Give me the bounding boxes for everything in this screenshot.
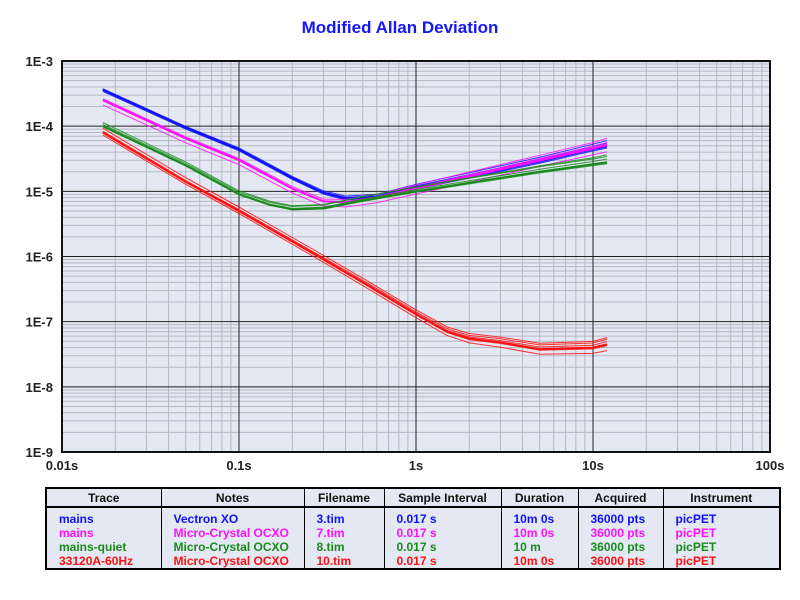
table-cell: 10.tim (304, 554, 385, 568)
series-line-3-run-2 (102, 132, 608, 351)
series-line-0-run-2 (102, 89, 608, 200)
table-cell: 10m 0s (501, 507, 579, 526)
table-row: mains Vectron XO 3.tim 0.017 s 10m 0s 36000 p… (47, 507, 779, 526)
y-tick-label: 1E-5 (26, 184, 53, 199)
table-cell: 36000 pts (578, 554, 664, 568)
x-tick-label: 0.1s (226, 458, 251, 473)
series-line-2-run-4 (102, 122, 608, 207)
table-cell: picPET (675, 526, 717, 540)
table-cell: 33120A-60Hz (47, 554, 162, 568)
table-cell: picPET (675, 512, 717, 526)
table-row: 33120A-60Hz Micro-Crystal OCXO 10.tim 0.017… (47, 554, 779, 568)
plot-area: 0.01s 0.1s 1s 10s 100s 1E-3 1E-4 1E-5 1E-6 1E-7 1E… (26, 54, 785, 473)
table-cell: mains (47, 507, 162, 526)
series-line-3-run-3 (102, 130, 608, 346)
x-tick-label: 10s (582, 458, 604, 473)
table-cell: 10 m (501, 540, 579, 554)
series-line-0-run-3 (102, 88, 608, 197)
table-cell: picPET (675, 540, 717, 554)
table-cell: Micro-Crystal OCXO (161, 540, 305, 554)
column-header: Notes (161, 489, 305, 508)
column-header: Instrument (663, 489, 779, 508)
y-tick-label: 1E-7 (26, 315, 53, 330)
table-cell: 8.tim (304, 540, 385, 554)
table-cell: 36000 pts (578, 526, 664, 540)
table-cell: Micro-Crystal OCXO (161, 526, 305, 540)
table-cell: 3.tim (304, 507, 385, 526)
table-row: mains Micro-Crystal OCXO 7.tim 0.017 s 10m 0… (47, 526, 779, 540)
table-cell: 7.tim (304, 526, 385, 540)
table-cell: 36000 pts (578, 540, 664, 554)
y-tick-label: 1E-6 (26, 250, 53, 265)
table-cell: mains (47, 526, 162, 540)
table-cell: 10m 0s (501, 526, 579, 540)
table-cell: 0.017 s (384, 526, 502, 540)
y-tick-label: 1E-4 (26, 119, 54, 134)
table-cell: mains-quiet (47, 540, 162, 554)
x-tick-label: 0.01s (46, 458, 79, 473)
column-header: Acquired (578, 489, 664, 508)
series-line-2-run-2 (102, 126, 608, 211)
table-cell: picPET (675, 554, 717, 568)
x-tick-label: 100s (756, 458, 785, 473)
column-header: Sample Interval (384, 489, 502, 508)
y-tick-label: 1E-9 (26, 445, 53, 460)
column-header: Duration (501, 489, 579, 508)
table-cell: 36000 pts (578, 507, 664, 526)
table-cell: 0.017 s (384, 554, 502, 568)
table-cell: 10m 0s (501, 554, 579, 568)
series-line-3-run-4 (102, 127, 608, 344)
table-row: mains-quiet Micro-Crystal OCXO 8.tim 0.017 … (47, 540, 779, 554)
series-line-3-run-1 (102, 131, 608, 348)
table-header-row: Trace Notes Filename Sample Interval Duratio… (47, 489, 779, 508)
y-tick-label: 1E-8 (26, 380, 53, 395)
table-cell: 0.017 s (384, 507, 502, 526)
plot-frame (61, 60, 771, 453)
trace-legend-table: Trace Notes Filename Sample Interval Duratio… (45, 487, 781, 570)
x-tick-label: 1s (409, 458, 423, 473)
table-cell: 0.017 s (384, 540, 502, 554)
table-cell: Micro-Crystal OCXO (161, 554, 305, 568)
column-header: Trace (47, 489, 162, 508)
chart-title: Modified Allan Deviation (301, 18, 499, 37)
table-cell: Vectron XO (161, 507, 305, 526)
column-header: Filename (304, 489, 385, 508)
series-line-3-run-5 (102, 134, 608, 355)
series-line-2-run-1 (102, 125, 608, 209)
y-tick-label: 1E-3 (26, 54, 53, 69)
